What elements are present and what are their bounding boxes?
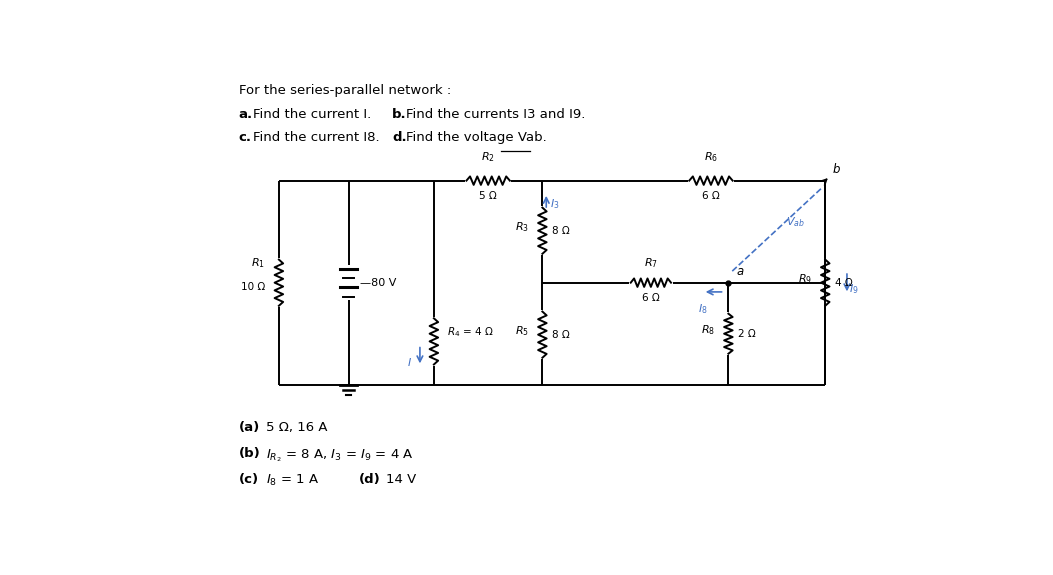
Text: 5 Ω, 16 A: 5 Ω, 16 A xyxy=(265,421,327,434)
Text: 6 Ω: 6 Ω xyxy=(702,191,720,201)
Text: $I$: $I$ xyxy=(408,355,412,367)
Text: $I_9$: $I_9$ xyxy=(849,282,858,296)
Text: $R_1$: $R_1$ xyxy=(251,256,265,270)
Text: Find the currents I3 and I9.: Find the currents I3 and I9. xyxy=(406,108,585,121)
Text: 8 Ω: 8 Ω xyxy=(552,329,570,340)
Text: 4 Ω: 4 Ω xyxy=(835,278,852,288)
Text: $V_{ab}$: $V_{ab}$ xyxy=(787,215,806,229)
Text: For the series-parallel network :: For the series-parallel network : xyxy=(239,85,451,97)
Text: $R_7$: $R_7$ xyxy=(643,256,658,270)
Text: a: a xyxy=(736,265,743,278)
Text: $R_3$: $R_3$ xyxy=(515,220,530,234)
Text: (d): (d) xyxy=(359,473,380,486)
Text: 14 V: 14 V xyxy=(385,473,416,486)
Text: b.: b. xyxy=(392,108,406,121)
Text: (c): (c) xyxy=(239,473,259,486)
Text: d.: d. xyxy=(392,131,406,144)
Text: $I_3$: $I_3$ xyxy=(550,197,559,210)
Text: $R_9$: $R_9$ xyxy=(798,272,812,286)
Text: (a): (a) xyxy=(239,421,260,434)
Text: 6 Ω: 6 Ω xyxy=(642,293,660,304)
Text: $R_2$: $R_2$ xyxy=(481,150,495,164)
Text: 8 Ω: 8 Ω xyxy=(552,226,570,236)
Text: $I_{R_2}$ = 8 A, $I_3$ = $I_9$ = 4 A: $I_{R_2}$ = 8 A, $I_3$ = $I_9$ = 4 A xyxy=(265,447,414,463)
Text: c.: c. xyxy=(239,131,252,144)
Text: $R_8$: $R_8$ xyxy=(701,323,715,337)
Text: $I_8$: $I_8$ xyxy=(698,302,708,316)
Text: Find the current I.: Find the current I. xyxy=(253,108,383,121)
Text: $R_4$ = 4 Ω: $R_4$ = 4 Ω xyxy=(448,325,494,339)
Text: $I_8$ = 1 A: $I_8$ = 1 A xyxy=(265,473,319,488)
Text: a.: a. xyxy=(239,108,253,121)
Text: —80 V: —80 V xyxy=(360,278,397,288)
Text: Find the voltage Vab.: Find the voltage Vab. xyxy=(406,131,547,144)
Text: 5 Ω: 5 Ω xyxy=(479,191,497,201)
Text: b: b xyxy=(833,163,840,176)
Text: $R_6$: $R_6$ xyxy=(703,150,718,164)
Text: 2 Ω: 2 Ω xyxy=(738,329,755,339)
Text: 10 Ω: 10 Ω xyxy=(241,282,265,292)
Text: $R_5$: $R_5$ xyxy=(515,324,530,338)
Text: Find the current I8.: Find the current I8. xyxy=(253,131,392,144)
Text: (b): (b) xyxy=(239,447,260,460)
